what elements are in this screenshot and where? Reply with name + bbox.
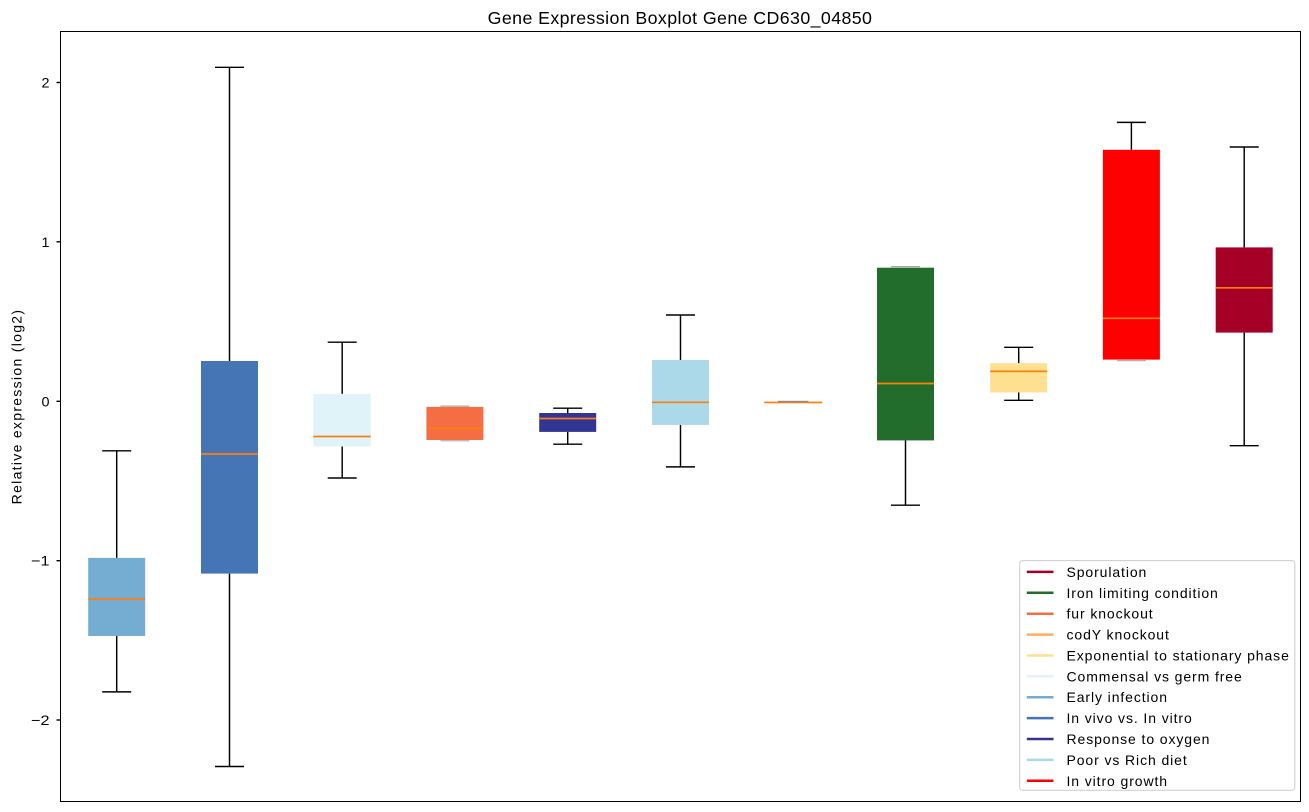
svg-text:−2: −2 (31, 712, 50, 728)
svg-text:In vitro growth: In vitro growth (1067, 773, 1168, 789)
svg-text:2: 2 (42, 75, 50, 91)
svg-text:codY knockout: codY knockout (1067, 627, 1170, 643)
svg-text:Exponential to stationary phas: Exponential to stationary phase (1067, 648, 1290, 664)
svg-text:Commensal vs germ free: Commensal vs germ free (1067, 668, 1243, 684)
svg-text:Relative expression (log2): Relative expression (log2) (9, 309, 25, 505)
svg-text:Response to oxygen: Response to oxygen (1067, 731, 1211, 747)
svg-text:Iron limiting condition: Iron limiting condition (1067, 585, 1219, 601)
svg-text:0: 0 (42, 393, 50, 409)
svg-text:Poor vs Rich diet: Poor vs Rich diet (1067, 752, 1188, 768)
svg-text:fur knockout: fur knockout (1067, 606, 1154, 622)
svg-text:−1: −1 (31, 553, 50, 569)
svg-text:Early infection: Early infection (1067, 689, 1168, 705)
svg-text:In vivo vs. In vitro: In vivo vs. In vitro (1067, 710, 1193, 726)
svg-text:Sporulation: Sporulation (1067, 564, 1148, 580)
svg-text:Gene Expression Boxplot Gene C: Gene Expression Boxplot Gene CD630_04850 (488, 8, 873, 29)
svg-text:1: 1 (42, 234, 50, 250)
